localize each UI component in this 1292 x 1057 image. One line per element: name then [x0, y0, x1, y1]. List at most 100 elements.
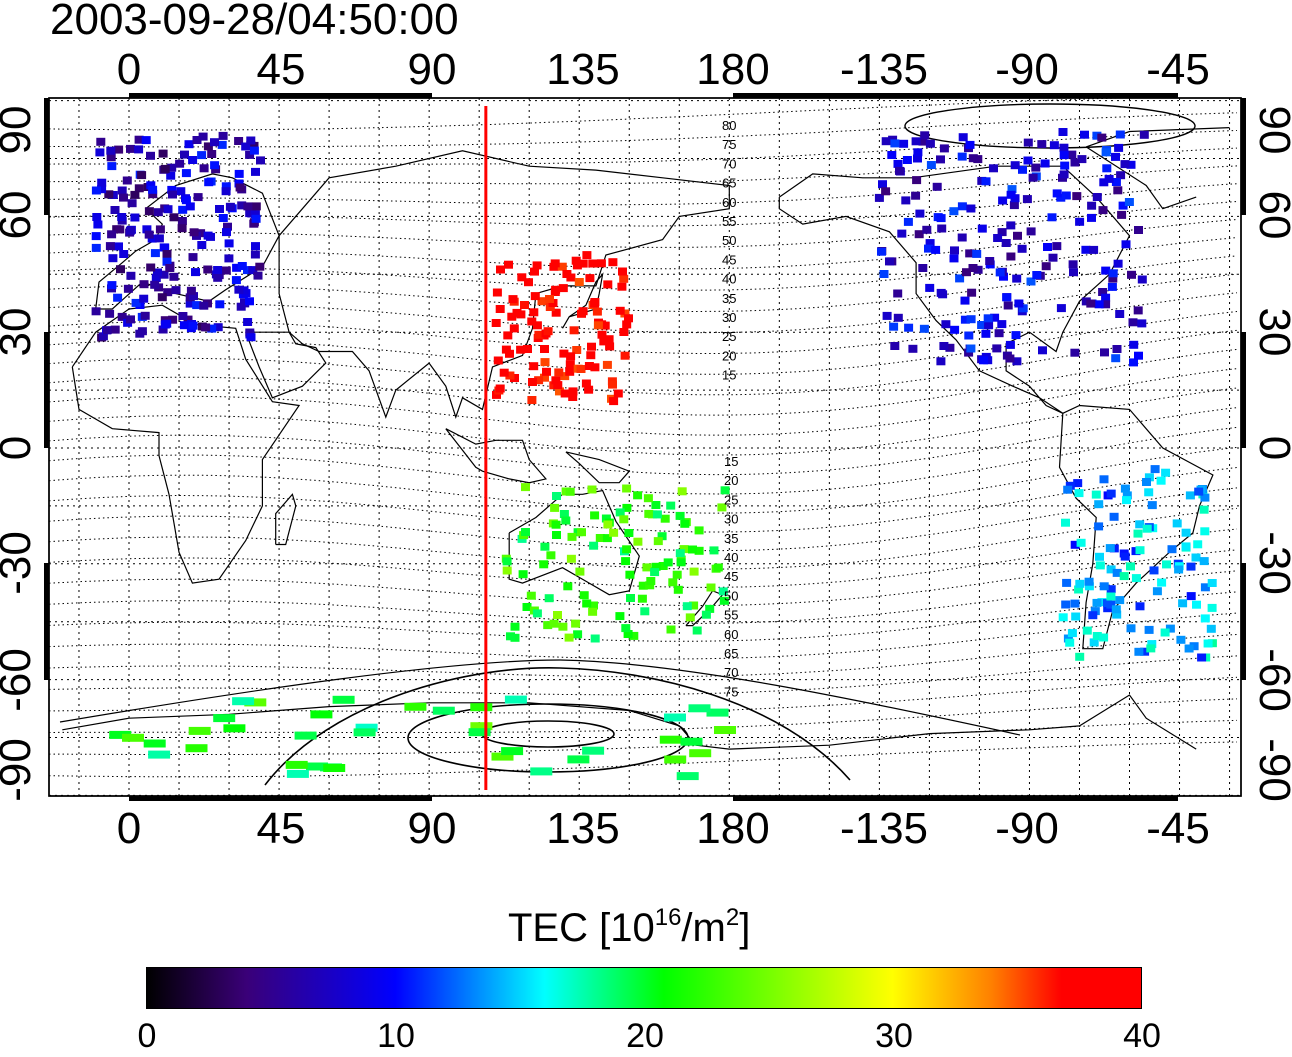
tec-point-north-america — [968, 154, 978, 163]
tec-point-north-america — [1092, 193, 1102, 201]
tec-point-north-america — [1003, 301, 1013, 310]
tec-point-australia — [552, 531, 561, 539]
tec-point-north-america — [1006, 221, 1016, 230]
tec-point-north-america — [925, 283, 935, 292]
tec-point-europe — [221, 187, 231, 196]
contour-line — [49, 467, 1238, 533]
contour-label: 40 — [722, 272, 736, 287]
tec-point-south-america — [1142, 524, 1152, 533]
tec-point-south-america — [1122, 491, 1132, 500]
tec-point-europe — [237, 201, 247, 210]
tec-point-north-america — [1059, 151, 1069, 160]
tec-point-australia — [653, 537, 663, 546]
tec-point-australia — [688, 545, 697, 554]
map-title: 2003-09-28/04:50:00 — [50, 0, 459, 44]
tec-point-north-america — [1107, 282, 1117, 291]
contour-label: 30 — [722, 310, 736, 325]
tec-point-australia — [624, 529, 634, 537]
tec-point-south-america — [1162, 560, 1171, 569]
tec-point-east-asia — [584, 385, 594, 394]
coastline-north-america — [778, 165, 1131, 414]
tec-point-europe — [106, 146, 116, 155]
contour-70 — [59, 659, 1021, 736]
tec-point-east-asia — [499, 368, 509, 377]
lon-tick-bottom: 0 — [117, 804, 141, 853]
tec-point-north-america — [1005, 354, 1015, 363]
tec-point-antarctica — [285, 760, 308, 769]
tec-point-south-america — [1191, 553, 1201, 562]
tec-point-north-america — [984, 321, 994, 330]
tec-point-europe — [192, 136, 202, 144]
tec-point-east-asia — [620, 309, 630, 318]
tec-point-europe — [234, 137, 244, 145]
tec-point-east-asia — [558, 284, 568, 293]
tec-point-east-asia — [605, 342, 615, 351]
tec-point-east-asia — [596, 259, 606, 268]
lat-tick-right: -60 — [1250, 648, 1292, 712]
lat-tick-left: 60 — [0, 191, 40, 240]
tec-point-north-america — [889, 322, 899, 331]
tec-point-antarctica — [143, 739, 166, 748]
tec-point-north-america — [1002, 293, 1012, 302]
tec-point-europe — [178, 312, 188, 320]
tec-point-south-america — [1061, 518, 1070, 527]
tec-point-north-america — [985, 257, 995, 265]
tec-point-europe — [122, 176, 132, 185]
tec-point-north-america — [960, 315, 970, 324]
tec-point-europe — [169, 272, 179, 281]
tec-point-north-america — [878, 180, 887, 189]
tec-point-north-america — [1137, 275, 1147, 284]
tec-world-map: 0045459090135135180180-135-135-90-90-45-… — [0, 45, 1292, 853]
tec-point-north-america — [1014, 299, 1024, 308]
tec-point-east-asia — [618, 267, 627, 276]
tec-point-north-america — [1111, 354, 1121, 363]
colorbar — [146, 967, 1142, 1009]
lon-tick-bottom: -45 — [1146, 804, 1210, 853]
tec-point-east-asia — [496, 265, 505, 274]
tec-point-north-america — [1069, 268, 1078, 277]
tec-point-australia — [615, 508, 625, 517]
tec-point-australia — [660, 514, 670, 523]
tec-point-europe — [211, 165, 221, 174]
tec-point-europe — [163, 205, 173, 214]
tec-point-north-america — [1072, 192, 1082, 201]
tec-point-australia — [651, 501, 661, 509]
tec-point-europe — [151, 274, 161, 282]
tec-point-north-america — [1048, 253, 1058, 262]
contour-label: 35 — [724, 531, 738, 546]
contour-label: 50 — [722, 233, 736, 248]
contour-label: 15 — [722, 368, 736, 383]
tec-point-antarctica — [470, 722, 493, 731]
tec-point-north-america — [887, 151, 897, 159]
tec-point-north-america — [890, 342, 900, 350]
tec-point-antarctica — [567, 755, 590, 764]
plot-area — [48, 97, 1242, 797]
tec-point-north-america — [1012, 274, 1022, 283]
tec-point-australia — [502, 566, 512, 575]
tec-point-east-asia — [524, 278, 533, 287]
tec-point-europe — [107, 162, 117, 171]
tec-point-australia — [603, 520, 613, 529]
tec-point-north-america — [957, 152, 967, 161]
tec-point-north-america — [997, 228, 1007, 237]
tec-point-north-america — [992, 344, 1002, 353]
tec-point-east-asia — [492, 390, 501, 399]
tec-point-europe — [160, 164, 170, 173]
contour-label: 75 — [724, 684, 738, 699]
tec-point-europe — [203, 265, 213, 274]
tec-point-australia — [550, 503, 560, 512]
contour-line — [49, 201, 1238, 248]
tec-point-north-america — [1010, 161, 1020, 170]
tec-point-north-america — [957, 202, 967, 211]
tec-point-east-asia — [565, 360, 575, 369]
tec-point-australia — [689, 567, 699, 576]
tec-point-north-america — [966, 344, 976, 353]
tec-point-antarctica — [232, 697, 255, 706]
contour-label: 75 — [722, 137, 736, 152]
contour-label: 60 — [722, 195, 736, 210]
lon-tick-bottom: 90 — [408, 804, 457, 853]
lon-tick-top: 180 — [696, 45, 769, 94]
tec-point-south-america — [1135, 546, 1145, 555]
tec-point-europe — [91, 186, 101, 195]
tec-point-north-america — [966, 315, 976, 324]
